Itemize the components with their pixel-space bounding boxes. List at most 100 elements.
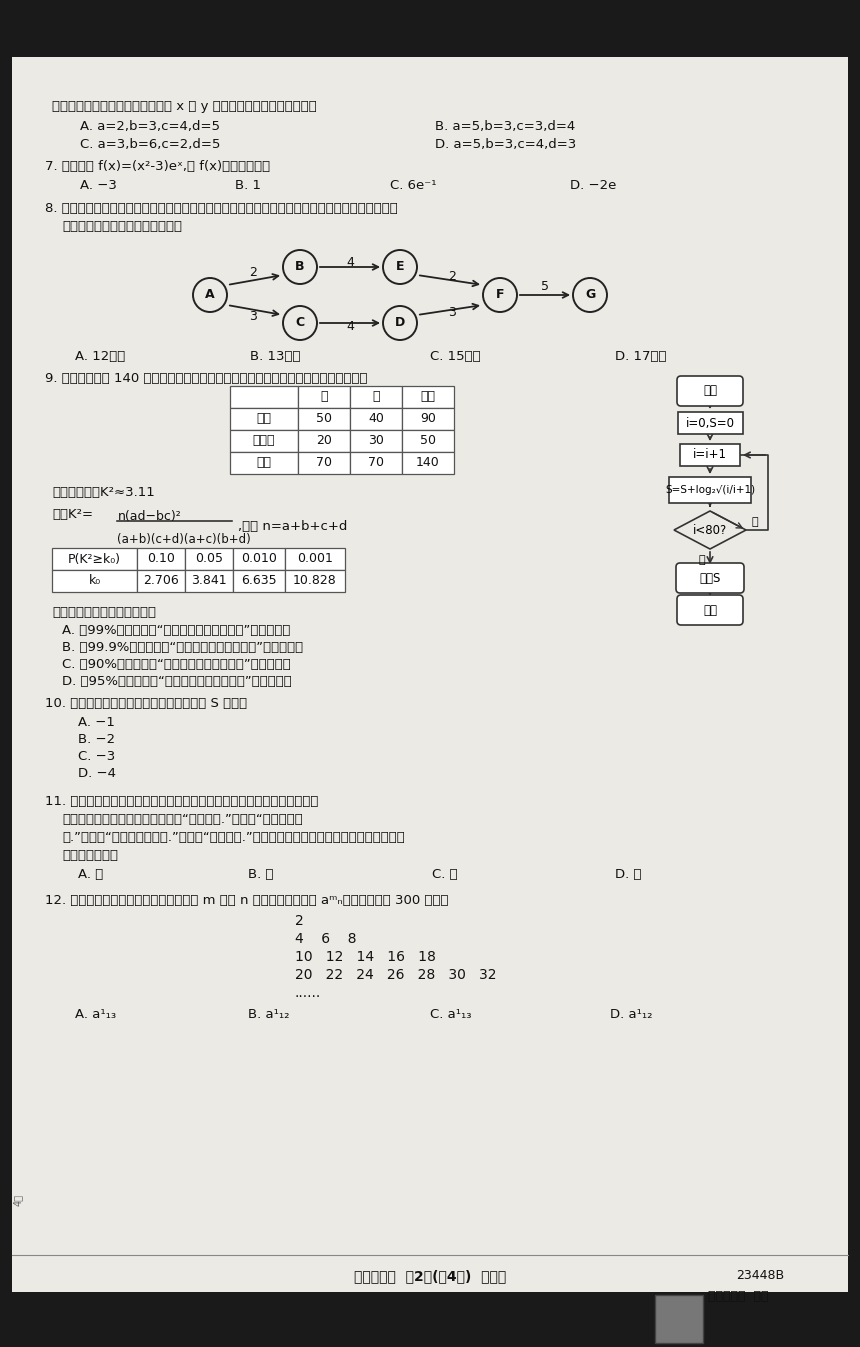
Text: 11. 有甲、乙、丙、丁四位大学生参加创新设计大赛，只有其中一位获奖，: 11. 有甲、乙、丙、丁四位大学生参加创新设计大赛，只有其中一位获奖， bbox=[45, 795, 318, 808]
Text: B. 乙: B. 乙 bbox=[248, 867, 273, 881]
Text: D. −4: D. −4 bbox=[78, 766, 116, 780]
Text: 5: 5 bbox=[541, 280, 549, 294]
Text: 不喜欢: 不喜欢 bbox=[253, 435, 275, 447]
Text: A. −3: A. −3 bbox=[80, 179, 117, 193]
Text: ,其中 n=a+b+c+d: ,其中 n=a+b+c+d bbox=[238, 520, 347, 533]
Text: 2: 2 bbox=[448, 271, 456, 283]
Text: (a+b)(c+d)(a+c)(b+d): (a+b)(c+d)(a+c)(b+d) bbox=[117, 533, 251, 546]
Bar bbox=[52, 570, 137, 591]
Text: B. a=5,b=3,c=3,d=4: B. a=5,b=3,c=3,d=4 bbox=[435, 120, 575, 133]
Text: 7. 已知函数 f(x)=(x²-3)eˣ,则 f(x)的极小值点为: 7. 已知函数 f(x)=(x²-3)eˣ,则 f(x)的极小值点为 bbox=[45, 160, 270, 172]
Text: 扫描全能王  创建: 扫描全能王 创建 bbox=[708, 1290, 769, 1303]
Text: 50: 50 bbox=[316, 412, 332, 426]
Text: 《高二数学  第2页(共4页)  文科》: 《高二数学 第2页(共4页) 文科》 bbox=[353, 1269, 507, 1282]
Text: C. −3: C. −3 bbox=[78, 750, 115, 762]
Text: 50: 50 bbox=[420, 435, 436, 447]
Text: 0.10: 0.10 bbox=[147, 552, 175, 566]
Text: n(ad−bc)²: n(ad−bc)² bbox=[118, 511, 181, 523]
Text: A: A bbox=[206, 288, 215, 302]
Text: i<80?: i<80? bbox=[693, 524, 727, 536]
Text: A. a=2,b=3,c=4,d=5: A. a=2,b=3,c=4,d=5 bbox=[80, 120, 220, 133]
Text: G: G bbox=[585, 288, 595, 302]
Bar bbox=[233, 570, 285, 591]
Text: 3: 3 bbox=[249, 311, 257, 323]
Text: B: B bbox=[295, 260, 304, 273]
Text: 12. 将正偶数排成如图所示的数阵，若第 m 行第 n 列位置上的数记为 aᵐₙ，则该表中的 300 应记为: 12. 将正偶数排成如图所示的数阵，若第 m 行第 n 列位置上的数记为 aᵐₙ… bbox=[45, 894, 449, 907]
Text: C. a¹₁₃: C. a¹₁₃ bbox=[430, 1008, 471, 1021]
Text: 由公式算得：K²≈3.11: 由公式算得：K²≈3.11 bbox=[52, 486, 155, 498]
Bar bbox=[350, 430, 402, 453]
Text: 10   12   14   16   18: 10 12 14 16 18 bbox=[295, 950, 436, 964]
Text: 23448B: 23448B bbox=[736, 1269, 784, 1282]
Bar bbox=[285, 548, 345, 570]
Text: 8. 某工厂产品的组装工序图如图所示，箭头上的数字表示组装过程中所需的时间（单位：分钟），: 8. 某工厂产品的组装工序图如图所示，箭头上的数字表示组装过程中所需的时间（单位… bbox=[45, 202, 397, 216]
Text: D. a=5,b=3,c=4,d=3: D. a=5,b=3,c=4,d=3 bbox=[435, 137, 576, 151]
FancyBboxPatch shape bbox=[676, 563, 744, 593]
Text: 则组装该产品所需要的最短时间为: 则组装该产品所需要的最短时间为 bbox=[62, 220, 182, 233]
Bar bbox=[402, 408, 454, 430]
Text: B. a¹₁₂: B. a¹₁₂ bbox=[248, 1008, 290, 1021]
Text: 4: 4 bbox=[346, 256, 354, 269]
Text: 10. 执行如图所示的程序框图，输出的结果 S 的值为: 10. 执行如图所示的程序框图，输出的结果 S 的值为 bbox=[45, 696, 247, 710]
Text: 输出S: 输出S bbox=[699, 571, 721, 585]
Text: P(K²≥k₀): P(K²≥k₀) bbox=[68, 552, 121, 566]
Text: 2: 2 bbox=[249, 267, 257, 279]
Bar bbox=[137, 548, 185, 570]
Text: 是: 是 bbox=[752, 517, 759, 527]
Text: i=0,S=0: i=0,S=0 bbox=[685, 416, 734, 430]
Text: S=S+log₂√(i/i+1): S=S+log₂√(i/i+1) bbox=[665, 485, 755, 494]
Text: 2: 2 bbox=[295, 915, 304, 928]
Text: 总计: 总计 bbox=[421, 391, 435, 404]
Text: 3.841: 3.841 bbox=[191, 575, 227, 587]
Text: 10.828: 10.828 bbox=[293, 575, 337, 587]
Text: 对于以下数据，对同一样本能说明 x 与 y 有关系的可能性最大的一组为: 对于以下数据，对同一样本能说明 x 与 y 有关系的可能性最大的一组为 bbox=[52, 100, 316, 113]
Text: 开始: 开始 bbox=[703, 384, 717, 397]
Text: 4    6    8: 4 6 8 bbox=[295, 932, 357, 946]
Text: 0.05: 0.05 bbox=[195, 552, 223, 566]
Text: 总计: 总计 bbox=[256, 457, 272, 470]
Bar bbox=[298, 387, 350, 408]
Text: 0.001: 0.001 bbox=[297, 552, 333, 566]
Text: 9. 通过随机调查 140 名性别不同的社区居民是否喜欢看电视剧，得到如下的列联表：: 9. 通过随机调查 140 名性别不同的社区居民是否喜欢看电视剧，得到如下的列联… bbox=[45, 372, 367, 385]
Text: D. 17分钟: D. 17分钟 bbox=[615, 350, 666, 362]
Text: k₀: k₀ bbox=[89, 575, 101, 587]
Bar bbox=[350, 387, 402, 408]
Text: 140: 140 bbox=[416, 457, 439, 470]
Text: D. a¹₁₂: D. a¹₁₂ bbox=[610, 1008, 653, 1021]
Bar bbox=[402, 453, 454, 474]
Text: 获奖的大学生是: 获奖的大学生是 bbox=[62, 849, 118, 862]
Bar bbox=[137, 570, 185, 591]
Bar bbox=[298, 408, 350, 430]
Bar bbox=[285, 570, 345, 591]
Text: 有人走访了这四位大学生，甲说：“是丙获奖.”乙说：“是丙或丁获: 有人走访了这四位大学生，甲说：“是丙获奖.”乙说：“是丙或丁获 bbox=[62, 814, 303, 826]
Text: A. 甲: A. 甲 bbox=[78, 867, 103, 881]
Text: A. a¹₁₃: A. a¹₁₃ bbox=[75, 1008, 116, 1021]
Text: 20   22   24   26   28   30   32: 20 22 24 26 28 30 32 bbox=[295, 968, 496, 982]
Text: i=i+1: i=i+1 bbox=[693, 449, 727, 462]
Text: 否: 否 bbox=[698, 555, 705, 564]
Text: 奖.”丙说：“乙、丁都未获奖.”丁说：“我获奖了.”这四位大学生的话只有两人说的是对的，则: 奖.”丙说：“乙、丁都未获奖.”丁说：“我获奖了.”这四位大学生的话只有两人说的… bbox=[62, 831, 405, 845]
Text: C. 有90%的把握认为“居民是否喜欢看电视剧”与性别有关: C. 有90%的把握认为“居民是否喜欢看电视剧”与性别有关 bbox=[62, 657, 291, 671]
Text: 喜欢: 喜欢 bbox=[256, 412, 272, 426]
Text: B. 13分钟: B. 13分钟 bbox=[250, 350, 300, 362]
Text: E: E bbox=[396, 260, 404, 273]
Bar bbox=[402, 387, 454, 408]
Bar bbox=[655, 1294, 703, 1343]
Bar bbox=[678, 412, 742, 434]
Text: D. 有95%的把握认为“居民是否喜欢看电视剧”与性别有关: D. 有95%的把握认为“居民是否喜欢看电视剧”与性别有关 bbox=[62, 675, 292, 688]
Text: D: D bbox=[395, 317, 405, 330]
Text: 4页: 4页 bbox=[13, 1193, 23, 1206]
Text: 70: 70 bbox=[368, 457, 384, 470]
Bar bbox=[350, 408, 402, 430]
Text: 30: 30 bbox=[368, 435, 384, 447]
Text: C. 丙: C. 丙 bbox=[432, 867, 458, 881]
Text: 40: 40 bbox=[368, 412, 384, 426]
Bar bbox=[680, 445, 740, 466]
Bar bbox=[669, 477, 751, 502]
Text: 4: 4 bbox=[346, 321, 354, 334]
Bar bbox=[402, 430, 454, 453]
Text: D. 丁: D. 丁 bbox=[615, 867, 642, 881]
Bar bbox=[298, 453, 350, 474]
Bar bbox=[233, 548, 285, 570]
Text: B. 有99.9%的把握认为“居民是否喜欢看电视剧”与性别有关: B. 有99.9%的把握认为“居民是否喜欢看电视剧”与性别有关 bbox=[62, 641, 303, 655]
